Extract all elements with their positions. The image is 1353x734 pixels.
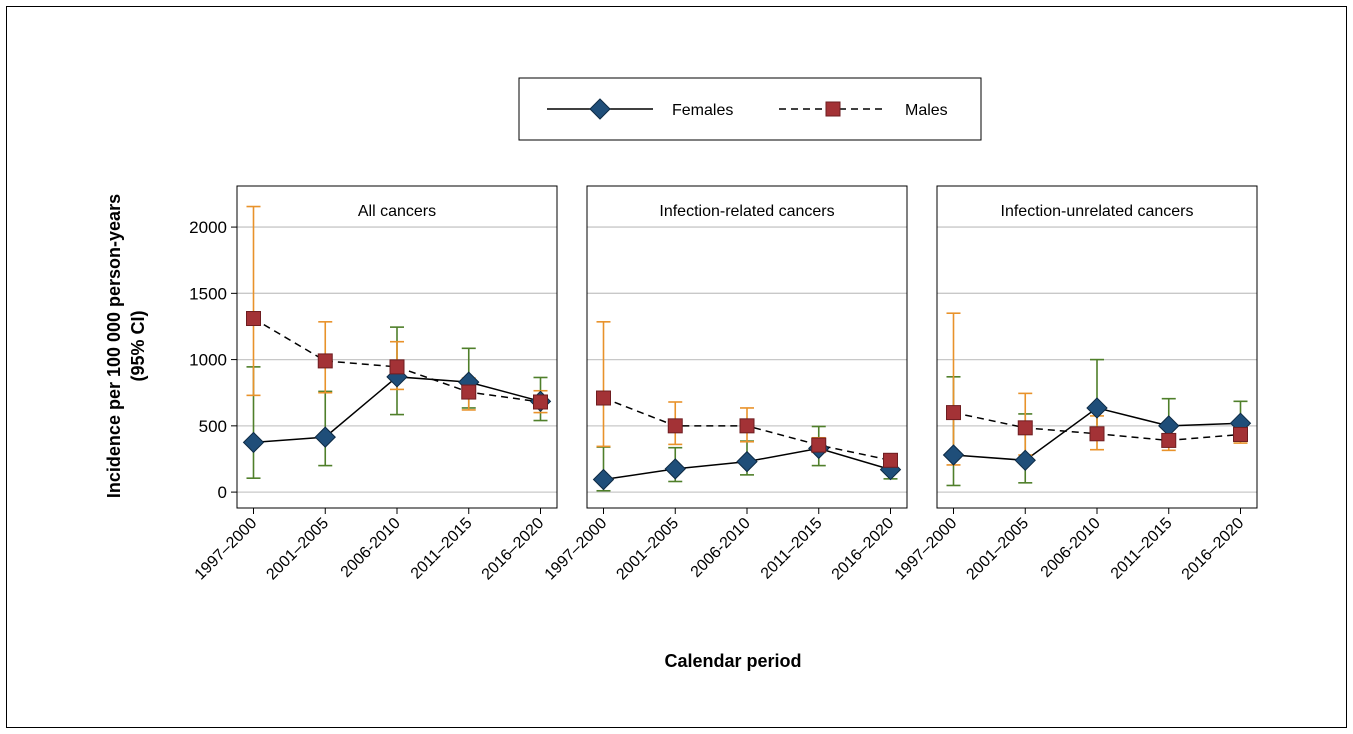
- legend-males-marker: [825, 101, 841, 117]
- x-tick-label: 2001–2005: [963, 515, 1032, 584]
- x-axis-title: Calendar period: [664, 651, 801, 671]
- females-marker: [1158, 415, 1180, 437]
- males-marker: [596, 390, 611, 406]
- males-series-line: [253, 317, 541, 403]
- females-marker: [1086, 397, 1108, 419]
- y-axis-title-line2: (95% CI): [128, 310, 148, 381]
- females-marker: [592, 468, 615, 491]
- x-tick-label: 2006-2010: [688, 515, 754, 581]
- panel-title: All cancers: [358, 203, 436, 220]
- x-tick-label: 2006-2010: [1038, 515, 1104, 581]
- y-tick-label: 500: [199, 417, 227, 436]
- males-marker: [739, 418, 755, 434]
- males-marker: [317, 353, 333, 369]
- x-tick-label: 2001–2005: [263, 515, 332, 584]
- x-tick-label: 2016–2020: [1179, 515, 1248, 584]
- males-marker: [883, 452, 898, 468]
- panel-2: Infection-related cancers 1997–2000 2001–2…: [542, 185, 908, 584]
- y-axis-title-line1: Incidence per 100 000 person-years: [104, 194, 124, 498]
- females-marker: [1014, 449, 1036, 472]
- x-tick-label: 1997–2000: [192, 515, 261, 584]
- x-tick-label: 1997–2000: [542, 515, 611, 584]
- legend-males-label: Males: [905, 102, 948, 119]
- males-marker: [461, 384, 477, 400]
- y-tick-label: 1000: [189, 351, 227, 370]
- males-marker: [246, 311, 261, 327]
- x-tick-label: 2001–2005: [613, 515, 682, 584]
- females-marker: [242, 431, 265, 454]
- x-tick-label: 2011–2015: [758, 515, 826, 583]
- x-tick-label: 1997–2000: [892, 515, 961, 584]
- y-tick-label: 1500: [189, 284, 227, 303]
- legend-females-label: Females: [672, 102, 733, 119]
- males-marker: [811, 437, 827, 453]
- y-tick-label: 2000: [189, 218, 227, 237]
- panel-title: Infection-unrelated cancers: [1001, 203, 1194, 220]
- males-marker: [1161, 432, 1177, 448]
- males-marker: [533, 394, 548, 410]
- females-marker: [314, 426, 336, 448]
- legend-females-marker: [589, 98, 611, 120]
- x-tick-label: 2006-2010: [338, 515, 404, 581]
- y-tick-label: 0: [218, 483, 227, 502]
- females-marker: [664, 458, 686, 480]
- males-marker: [389, 359, 405, 375]
- x-tick-label: 2016–2020: [479, 515, 548, 584]
- males-marker: [1089, 426, 1105, 442]
- males-marker: [1017, 420, 1033, 436]
- x-tick-label: 2016–2020: [829, 515, 898, 584]
- panel-title: Infection-related cancers: [659, 203, 834, 220]
- x-tick-label: 2011–2015: [408, 515, 476, 583]
- figure-frame: [6, 6, 1347, 728]
- panel-frame: [936, 185, 1258, 509]
- legend: Females Males: [518, 77, 982, 141]
- males-marker: [946, 405, 961, 421]
- females-marker: [942, 444, 965, 466]
- panel-1: All cancers 0 500 1000 1500 2000 1997–2000 2001…: [189, 185, 558, 584]
- males-marker: [667, 418, 683, 434]
- panel-3: Infection-unrelated cancers 1997–2000 2001…: [892, 185, 1258, 584]
- females-marker: [736, 450, 758, 473]
- males-marker: [1233, 426, 1248, 442]
- x-tick-label: 2011–2015: [1108, 515, 1176, 583]
